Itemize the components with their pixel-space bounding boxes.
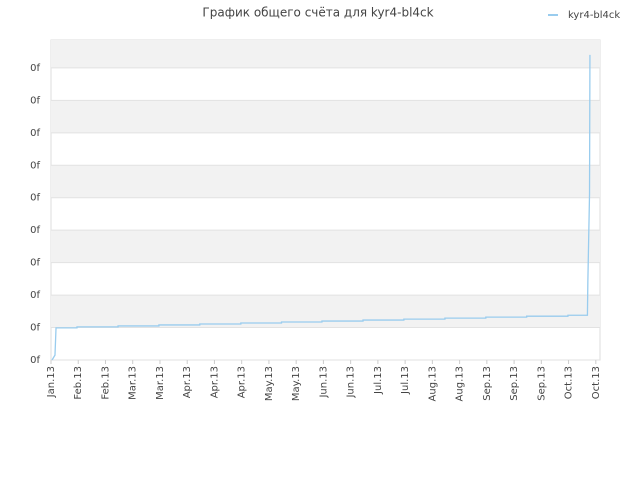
x-tick-label: Mar.13 (155, 366, 166, 400)
y-tick-label: 0f (30, 128, 40, 139)
y-tick-label: 0f (30, 193, 40, 204)
y-tick-label: 0f (30, 160, 40, 171)
line-series (51, 54, 591, 361)
x-tick-label: Apr.13 (209, 366, 220, 398)
x-tick-label: Jun.13 (318, 366, 329, 399)
grid-band (51, 40, 600, 68)
x-tick-label: May.13 (264, 366, 275, 401)
grid-band (51, 165, 600, 198)
x-tick-label: Sep.13 (536, 366, 547, 401)
y-tick-label: 0f (30, 95, 40, 106)
grid-band (51, 230, 600, 263)
y-tick-label: 0f (30, 225, 40, 236)
y-tick-label: 0f (30, 355, 40, 366)
x-tick-label: Mar.13 (128, 366, 139, 400)
x-tick-label: Apr.13 (182, 366, 193, 398)
grid-band (51, 100, 600, 133)
x-tick-label: Jul.13 (400, 366, 411, 395)
x-tick-label: Jun.13 (346, 366, 357, 399)
y-tick-label: 0f (30, 63, 40, 74)
legend-label: kyr4-bl4ck (568, 10, 620, 21)
grid-band (51, 295, 600, 328)
x-tick-label: Sep.13 (482, 366, 493, 401)
y-tick-label: 0f (30, 323, 40, 334)
chart-title: График общего счёта для kyr4-bl4ck (202, 6, 433, 20)
x-tick-label: Aug.13 (455, 366, 466, 401)
x-tick-label: May.13 (291, 366, 302, 401)
x-tick-label: Aug.13 (427, 366, 438, 401)
x-tick-label: Sep.13 (509, 366, 520, 401)
x-tick-label: Apr.13 (237, 366, 248, 398)
y-tick-label: 0f (30, 258, 40, 269)
x-tick-label: Oct.13 (564, 366, 575, 399)
y-tick-label: 0f (30, 290, 40, 301)
x-tick-label: Oct.13 (591, 366, 602, 399)
x-tick-label: Jan.13 (46, 366, 57, 398)
x-tick-label: Feb.13 (100, 366, 111, 400)
x-tick-label: Feb.13 (73, 366, 84, 400)
x-tick-label: Jul.13 (373, 366, 384, 395)
